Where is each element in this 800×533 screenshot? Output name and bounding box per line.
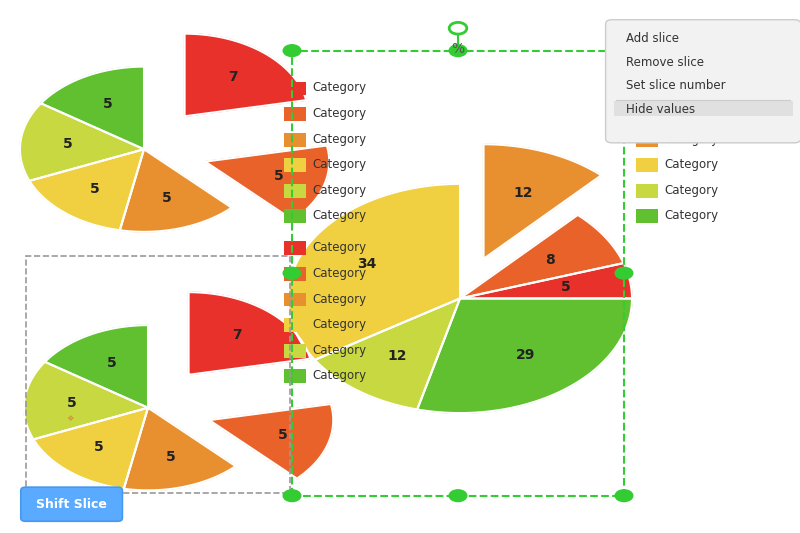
- Text: Shift Slice: Shift Slice: [36, 498, 107, 511]
- Text: 5: 5: [66, 395, 76, 410]
- Polygon shape: [185, 34, 306, 116]
- Circle shape: [283, 490, 301, 502]
- Polygon shape: [210, 404, 334, 479]
- Text: Category: Category: [313, 82, 367, 94]
- FancyBboxPatch shape: [284, 293, 306, 306]
- Polygon shape: [288, 184, 460, 360]
- FancyBboxPatch shape: [636, 184, 658, 198]
- Text: 12: 12: [513, 186, 533, 200]
- FancyBboxPatch shape: [284, 344, 306, 358]
- FancyBboxPatch shape: [636, 209, 658, 223]
- FancyBboxPatch shape: [636, 158, 658, 172]
- Text: Category: Category: [313, 293, 367, 305]
- FancyBboxPatch shape: [284, 267, 306, 281]
- Text: 5: 5: [103, 97, 113, 111]
- Text: Remove slice: Remove slice: [626, 56, 704, 69]
- Polygon shape: [460, 263, 632, 298]
- Text: Category: Category: [665, 184, 719, 197]
- Circle shape: [283, 268, 301, 279]
- Text: 7: 7: [229, 70, 238, 84]
- Polygon shape: [206, 146, 330, 220]
- Text: Category: Category: [313, 184, 367, 197]
- Text: 5: 5: [90, 182, 100, 196]
- Circle shape: [450, 490, 467, 502]
- Bar: [26, 256, 290, 493]
- FancyBboxPatch shape: [284, 133, 306, 147]
- FancyBboxPatch shape: [21, 487, 122, 521]
- Text: %: %: [451, 42, 465, 55]
- Bar: [292, 51, 624, 496]
- Text: ❖: ❖: [66, 414, 74, 423]
- Text: Category: Category: [665, 158, 719, 171]
- FancyBboxPatch shape: [284, 241, 306, 255]
- Text: 29: 29: [516, 348, 535, 361]
- Text: Add slice: Add slice: [626, 33, 679, 45]
- Polygon shape: [24, 362, 148, 439]
- Text: 5: 5: [62, 137, 72, 151]
- Circle shape: [615, 490, 633, 502]
- Text: 34: 34: [357, 257, 376, 271]
- Text: Category: Category: [313, 158, 367, 171]
- FancyBboxPatch shape: [284, 369, 306, 383]
- Polygon shape: [20, 103, 144, 181]
- Text: 5: 5: [107, 356, 117, 369]
- Text: Category: Category: [313, 369, 367, 382]
- Text: Set slice number: Set slice number: [626, 79, 726, 92]
- FancyBboxPatch shape: [284, 107, 306, 121]
- Text: Category: Category: [313, 107, 367, 120]
- Polygon shape: [124, 408, 236, 490]
- Polygon shape: [34, 408, 148, 489]
- FancyBboxPatch shape: [606, 20, 800, 143]
- FancyBboxPatch shape: [614, 101, 793, 116]
- FancyBboxPatch shape: [284, 184, 306, 198]
- FancyBboxPatch shape: [284, 158, 306, 172]
- Polygon shape: [460, 215, 623, 298]
- FancyBboxPatch shape: [284, 82, 306, 95]
- Polygon shape: [314, 298, 460, 409]
- Circle shape: [283, 45, 301, 56]
- Text: 5: 5: [162, 191, 171, 205]
- Text: 7: 7: [233, 328, 242, 342]
- Polygon shape: [418, 298, 632, 413]
- Polygon shape: [45, 325, 148, 408]
- Text: Category: Category: [313, 209, 367, 222]
- Polygon shape: [483, 144, 602, 259]
- Text: Category: Category: [665, 209, 719, 222]
- Text: 5: 5: [561, 280, 570, 294]
- Text: 5: 5: [166, 450, 175, 464]
- FancyBboxPatch shape: [636, 82, 658, 95]
- Circle shape: [615, 268, 633, 279]
- Polygon shape: [189, 292, 310, 375]
- Circle shape: [450, 45, 467, 56]
- Text: Category: Category: [313, 133, 367, 146]
- Circle shape: [615, 45, 633, 56]
- Text: 5: 5: [278, 428, 288, 442]
- FancyBboxPatch shape: [284, 318, 306, 332]
- Polygon shape: [30, 149, 144, 230]
- Polygon shape: [120, 149, 232, 232]
- FancyBboxPatch shape: [636, 133, 658, 147]
- FancyBboxPatch shape: [636, 107, 658, 121]
- Text: Category: Category: [313, 344, 367, 357]
- Text: 5: 5: [94, 440, 104, 454]
- Text: Hide values: Hide values: [626, 103, 695, 116]
- Text: Category: Category: [313, 241, 367, 254]
- Text: Category: Category: [313, 318, 367, 331]
- Text: Category: Category: [313, 267, 367, 280]
- Text: 5: 5: [274, 169, 284, 183]
- FancyBboxPatch shape: [284, 209, 306, 223]
- Polygon shape: [41, 67, 144, 149]
- Text: Category: Category: [665, 133, 719, 146]
- Text: 12: 12: [387, 349, 407, 363]
- Text: 8: 8: [545, 253, 555, 268]
